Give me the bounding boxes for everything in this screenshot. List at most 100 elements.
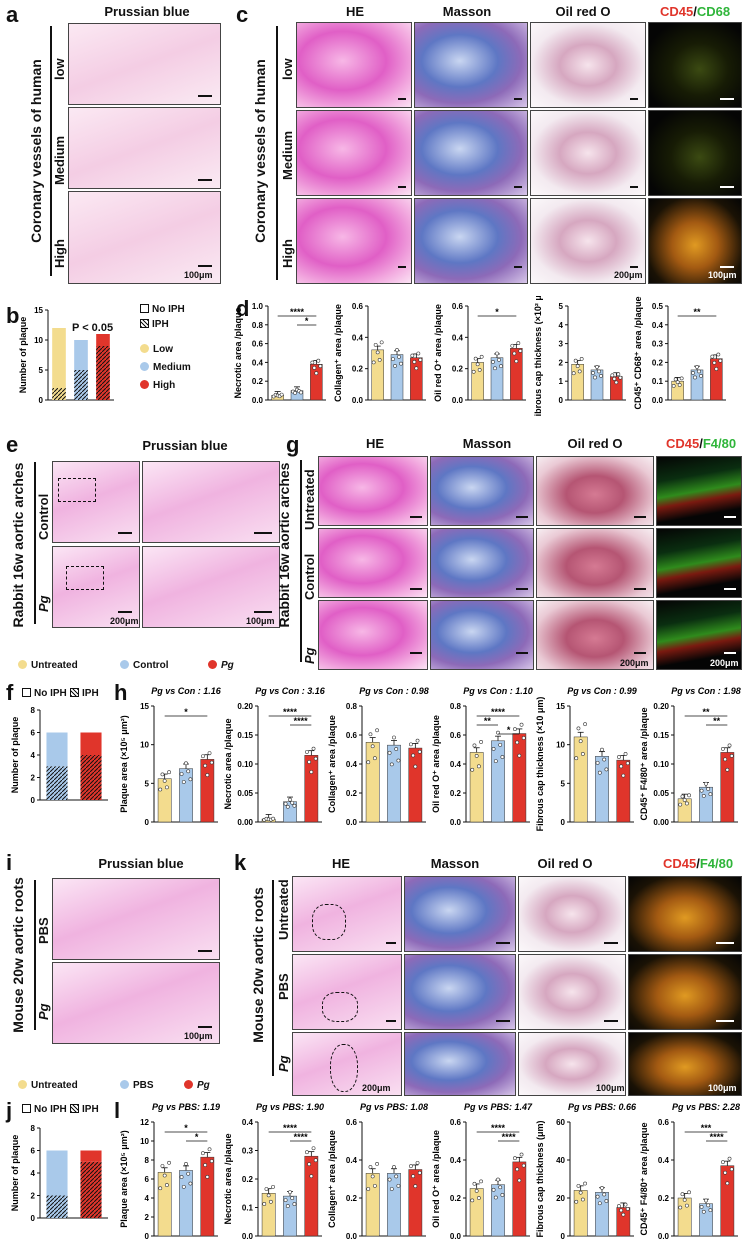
y-tick-label: 0.2 <box>346 789 358 798</box>
data-point <box>575 364 580 368</box>
panel-e-control-low-mag <box>52 461 140 543</box>
data-point <box>604 767 609 772</box>
y-tick-label: 0.4 <box>242 1118 254 1127</box>
fluor-slash: / <box>693 4 697 19</box>
y-axis-label: Oil red O⁺ area /plaque <box>433 304 443 402</box>
y-axis-label: Collagen⁺ area /plaque <box>333 304 343 402</box>
chart-h1: Pg vs Con : 1.16 Plaque area (×10⁵ μm²) 0 5… <box>119 686 222 827</box>
data-point <box>472 1181 477 1186</box>
data-point <box>205 1174 210 1179</box>
panel-i-scale: 100μm <box>184 1031 213 1041</box>
bar <box>616 759 631 823</box>
data-point <box>687 1190 691 1195</box>
y-tick-label: 2 <box>145 1213 150 1222</box>
panel-c-col-fluor: CD45/CD68 <box>650 4 740 19</box>
panel-c-col-he: HE <box>345 4 365 19</box>
panel-c-col-oilred: Oil red O <box>555 4 611 19</box>
sig-label: **** <box>491 707 506 717</box>
y-tick-label: 0.0 <box>452 396 464 405</box>
data-point <box>290 800 295 805</box>
data-point <box>164 1183 169 1187</box>
y-tick-label: 0.0 <box>450 1232 462 1241</box>
data-point <box>311 746 316 751</box>
bar <box>408 747 423 823</box>
y-tick-label: 0.0 <box>652 396 664 405</box>
panel-label-l: l <box>114 1098 121 1123</box>
panel-label-h: h <box>114 680 128 705</box>
chart-l5: Pg vs PBS: 0.66 Fibrous cap thickness (μm… <box>535 1102 637 1241</box>
data-point <box>368 732 373 737</box>
data-point <box>411 753 416 758</box>
data-point <box>370 1174 375 1179</box>
data-point <box>411 1174 416 1179</box>
data-point <box>706 1203 711 1208</box>
data-point <box>510 343 515 348</box>
y-tick-label: 6 <box>145 1175 150 1184</box>
data-point <box>479 1179 483 1184</box>
data-point <box>479 354 484 359</box>
panel-label-c: c <box>236 2 249 27</box>
bar <box>365 1173 380 1237</box>
data-point <box>290 1196 295 1200</box>
y-tick-label: 0.0 <box>352 396 364 405</box>
chart-title: Pg vs PBS: 1.90 <box>256 1102 324 1112</box>
data-point <box>393 364 397 368</box>
data-point <box>623 1202 628 1207</box>
panel-c-row-high: High <box>280 239 295 268</box>
hatched-square-icon <box>70 688 79 697</box>
data-point <box>188 1181 193 1186</box>
data-point <box>186 1171 191 1176</box>
data-point <box>417 749 422 754</box>
data-point <box>158 787 163 792</box>
y-tick-label: 0.8 <box>252 321 264 330</box>
sig-label: **** <box>491 1123 506 1133</box>
y-tick-label: 0.3 <box>652 340 664 349</box>
y-tick-label: 0.2 <box>452 365 464 374</box>
data-point <box>160 1164 165 1168</box>
data-point <box>493 759 498 764</box>
panel-g-col-masson: Masson <box>462 436 512 451</box>
chart-title: Pg vs PBS: 1.19 <box>152 1102 220 1112</box>
data-point <box>699 788 704 793</box>
data-point <box>500 755 505 759</box>
data-point <box>595 365 599 369</box>
y-tick-label: 0 <box>31 1214 36 1223</box>
y-tick-label: 0.6 <box>452 302 464 311</box>
data-point <box>379 340 384 345</box>
data-point <box>576 726 581 731</box>
y-tick-label: 0 <box>561 1232 566 1241</box>
y-tick-label: 0.4 <box>346 760 358 769</box>
chart-b: Number of plaque 0 5 10 15 <box>18 306 114 405</box>
data-point <box>413 764 418 769</box>
data-point <box>580 1197 585 1202</box>
panel-g-he-untreated <box>318 456 428 526</box>
panel-c-oil-high <box>530 198 646 284</box>
data-point <box>699 374 703 378</box>
data-point <box>370 744 375 749</box>
data-point <box>268 1199 273 1204</box>
data-point <box>201 754 205 759</box>
data-point <box>708 1208 713 1213</box>
data-point <box>704 1198 708 1203</box>
y-tick-label: 0.2 <box>352 365 364 374</box>
y-axis-label: Necrotic area /plaque <box>223 1133 233 1224</box>
b-legend-low: Low <box>140 344 173 355</box>
panel-label-b: b <box>6 303 20 328</box>
panel-c-group-label: Coronary vessels of human <box>252 59 268 243</box>
dot-icon <box>208 660 217 669</box>
dot-icon <box>120 1080 129 1089</box>
data-point <box>209 760 214 765</box>
panel-c-oil-medium <box>530 110 646 196</box>
sig-label: **** <box>283 707 298 717</box>
data-point <box>695 365 699 369</box>
data-point <box>618 375 623 380</box>
panel-e-row-control: Control <box>36 493 51 540</box>
panel-c-he-low <box>296 22 412 108</box>
y-tick-label: 0.4 <box>450 760 462 769</box>
y-tick-label: 6 <box>31 1147 36 1156</box>
bar <box>490 357 504 401</box>
chart-f: Number of plaque 0 2 4 6 8 <box>10 706 108 805</box>
panel-k-masson-untreated <box>404 876 516 952</box>
y-tick-label: 0 <box>561 818 566 827</box>
panel-a-scale-label: 100μm <box>184 270 213 280</box>
